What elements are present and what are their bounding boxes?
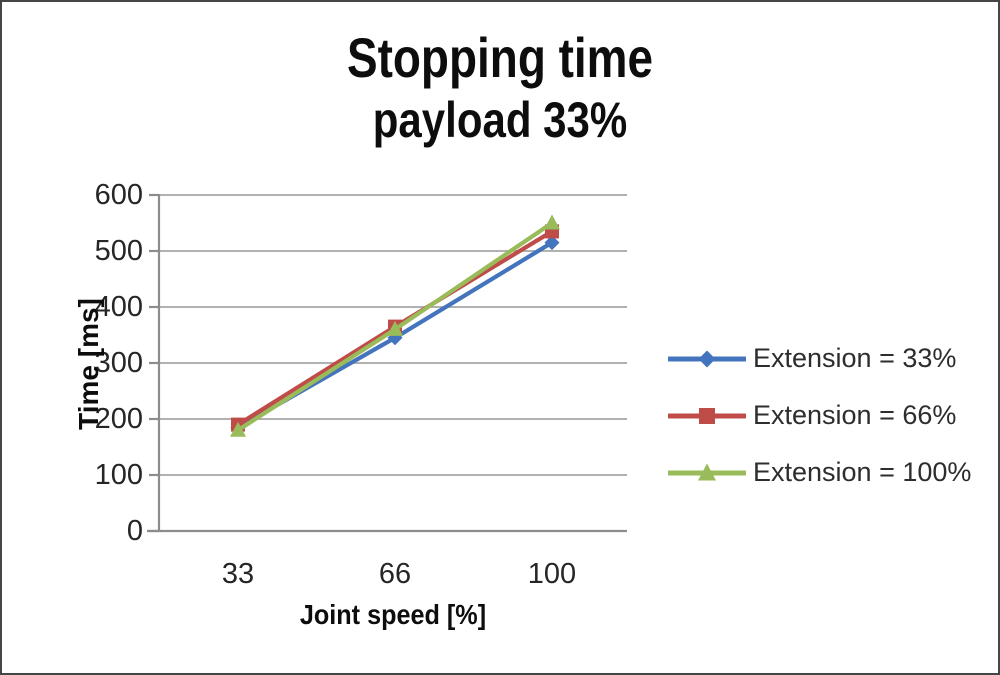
x-tick-label-66: 66: [378, 558, 412, 590]
chart-title: Stopping time: [346, 26, 654, 89]
legend-swatch-extension-100: [668, 463, 746, 480]
y-tick-label-200: 200: [94, 403, 143, 435]
legend-label-extension-66: Extension = 66%: [753, 400, 957, 430]
legend-item-extension-33: Extension = 33%: [668, 345, 971, 372]
x-tick-label-100: 100: [527, 558, 577, 590]
legend-item-extension-66: Extension = 66%: [668, 402, 971, 429]
legend-item-extension-100: Extension = 100%: [668, 459, 971, 486]
y-tick-label-600: 600: [94, 179, 143, 211]
y-tick-label-500: 500: [94, 235, 143, 267]
x-tick-label-33: 33: [221, 558, 255, 590]
legend-label-extension-33: Extension = 33%: [753, 343, 957, 373]
chart-subtitle: payload 33%: [372, 92, 628, 148]
y-tick-label-400: 400: [94, 291, 143, 323]
y-axis-title: Time [ms]: [73, 298, 104, 430]
y-tick-label-100: 100: [94, 459, 143, 491]
legend-swatch-extension-66: [668, 407, 746, 424]
x-axis-title: Joint speed [%]: [299, 599, 487, 630]
legend: Extension = 33% Extension = 66% Extensio…: [668, 345, 971, 486]
legend-swatch-extension-33: [668, 350, 746, 367]
legend-label-extension-100: Extension = 100%: [753, 457, 972, 487]
y-tick-label-300: 300: [94, 347, 143, 379]
y-tick-label-0: 0: [126, 515, 143, 547]
